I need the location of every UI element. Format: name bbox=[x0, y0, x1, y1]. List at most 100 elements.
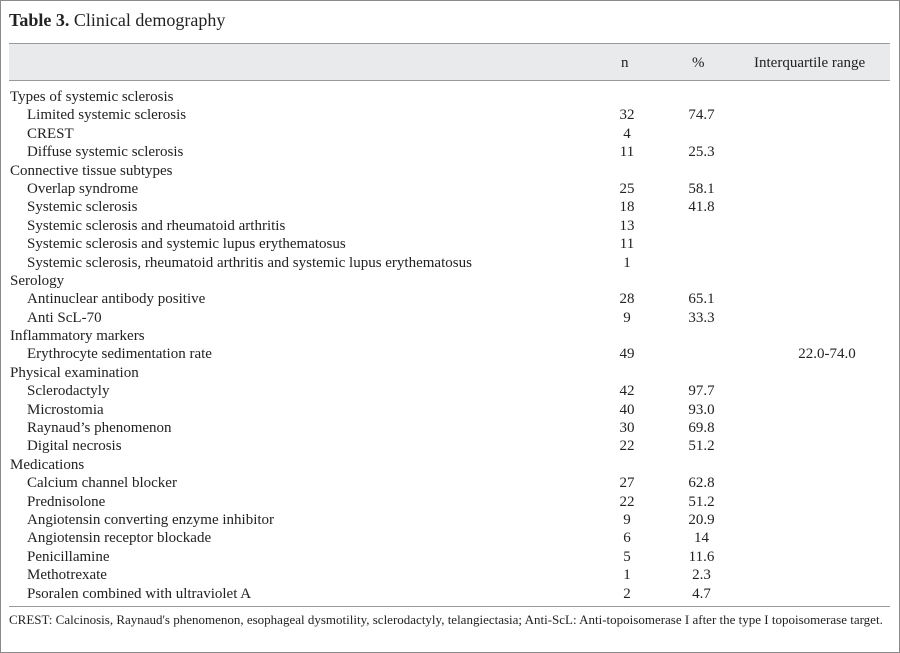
cell-percent: 62.8 bbox=[688, 475, 715, 492]
cell-n: 25 bbox=[619, 180, 635, 197]
cell-n: 11 bbox=[619, 144, 635, 161]
table-row: Sclerodactyly 42 97.7 bbox=[9, 382, 890, 400]
table-row: Prednisolone 22 51.2 bbox=[9, 493, 890, 511]
cell-n: 42 bbox=[619, 383, 635, 400]
table-body: Types of systemic sclerosis Limited syste… bbox=[9, 88, 890, 603]
row-label: Anti ScL-70 bbox=[27, 309, 102, 326]
row-label: Raynaud’s phenomenon bbox=[27, 420, 172, 437]
row-label: Angiotensin converting enzyme inhibitor bbox=[27, 511, 275, 528]
cell-n: 11 bbox=[619, 236, 635, 253]
cell-percent: 11.6 bbox=[688, 548, 715, 565]
cell-n: 4 bbox=[623, 125, 631, 142]
cell-n: 28 bbox=[619, 291, 635, 308]
table-row: Antinuclear antibody positive 28 65.1 bbox=[9, 290, 890, 308]
row-label: Systemic sclerosis bbox=[27, 199, 138, 216]
cell-percent: 74.7 bbox=[688, 107, 715, 124]
cell-percent: 51.2 bbox=[688, 493, 715, 510]
cell-n: 32 bbox=[619, 107, 635, 124]
cell-percent: 4.7 bbox=[692, 585, 711, 602]
cell-percent: 33.3 bbox=[688, 309, 715, 326]
cell-n: 49 bbox=[619, 346, 635, 363]
table-caption: Clinical demography bbox=[73, 10, 226, 30]
cell-n: 5 bbox=[623, 548, 631, 565]
row-label: Serology bbox=[10, 272, 65, 289]
table-row: Anti ScL-70 9 33.3 bbox=[9, 309, 890, 327]
row-label: Antinuclear antibody positive bbox=[27, 291, 206, 308]
cell-n: 1 bbox=[623, 567, 631, 584]
row-label: Limited systemic sclerosis bbox=[27, 107, 187, 124]
cell-percent: 51.2 bbox=[688, 438, 715, 455]
table-row: Microstomia 40 93.0 bbox=[9, 401, 890, 419]
table-footnote: CREST: Calcinosis, Raynaud's phenomenon,… bbox=[9, 612, 883, 627]
cell-n: 13 bbox=[619, 217, 635, 234]
row-label: Microstomia bbox=[27, 401, 104, 418]
cell-iqr: 22.0-74.0 bbox=[798, 346, 856, 363]
table-group-row: Types of systemic sclerosis bbox=[9, 88, 890, 106]
row-label: Methotrexate bbox=[27, 567, 107, 584]
table-row: Systemic sclerosis, rheumatoid arthritis… bbox=[9, 254, 890, 272]
table-row: Angiotensin receptor blockade 6 14 bbox=[9, 529, 890, 547]
cell-percent: 2.3 bbox=[692, 567, 711, 584]
table-row: Methotrexate 1 2.3 bbox=[9, 566, 890, 584]
table-row: CREST 4 bbox=[9, 125, 890, 143]
table-row: Angiotensin converting enzyme inhibitor 9… bbox=[9, 511, 890, 529]
table-row: Digital necrosis 22 51.2 bbox=[9, 437, 890, 455]
table-group-row: Serology bbox=[9, 272, 890, 290]
table-row: Systemic sclerosis 18 41.8 bbox=[9, 198, 890, 216]
cell-percent: 25.3 bbox=[688, 144, 715, 161]
table-row: Erythrocyte sedimentation rate 49 22.0-74.… bbox=[9, 345, 890, 363]
row-label: Systemic sclerosis and systemic lupus er… bbox=[27, 236, 346, 253]
row-label: Sclerodactyly bbox=[27, 383, 110, 400]
table-bottom-rule bbox=[9, 606, 890, 607]
cell-n: 22 bbox=[619, 493, 635, 510]
row-label: Angiotensin receptor blockade bbox=[27, 530, 212, 547]
cell-n: 6 bbox=[623, 530, 631, 547]
row-label: Overlap syndrome bbox=[27, 180, 139, 197]
row-label: Systemic sclerosis, rheumatoid arthritis… bbox=[27, 254, 472, 271]
cell-percent: 97.7 bbox=[688, 383, 715, 400]
row-label: Inflammatory markers bbox=[10, 328, 145, 345]
cell-percent: 93.0 bbox=[688, 401, 715, 418]
cell-n: 1 bbox=[623, 254, 631, 271]
row-label: CREST bbox=[27, 125, 74, 142]
table-row: Psoralen combined with ultraviolet A 2 4.7 bbox=[9, 585, 890, 603]
row-label: Connective tissue subtypes bbox=[10, 162, 173, 179]
column-header-iqr: Interquartile range bbox=[754, 55, 866, 71]
table-header: n % Interquartile range bbox=[9, 43, 890, 81]
table-row: Systemic sclerosis and systemic lupus er… bbox=[9, 235, 890, 253]
table-row: Diffuse systemic sclerosis 11 25.3 bbox=[9, 143, 890, 161]
row-label: Psoralen combined with ultraviolet A bbox=[27, 585, 252, 602]
cell-percent: 58.1 bbox=[688, 180, 715, 197]
table-group-row: Connective tissue subtypes bbox=[9, 162, 890, 180]
cell-percent: 14 bbox=[694, 530, 709, 547]
row-label: Digital necrosis bbox=[27, 438, 122, 455]
table-number: Table 3. bbox=[9, 10, 70, 30]
table-group-row: Inflammatory markers bbox=[9, 327, 890, 345]
row-label: Types of systemic sclerosis bbox=[10, 89, 174, 105]
cell-n: 22 bbox=[619, 438, 635, 455]
table-row: Systemic sclerosis and rheumatoid arthri… bbox=[9, 217, 890, 235]
cell-n: 18 bbox=[619, 199, 635, 216]
table-row: Raynaud’s phenomenon 30 69.8 bbox=[9, 419, 890, 437]
row-label: Physical examination bbox=[10, 364, 139, 381]
cell-n: 9 bbox=[623, 309, 631, 326]
table-group-row: Physical examination bbox=[9, 364, 890, 382]
cell-n: 9 bbox=[623, 511, 631, 528]
table-row: Calcium channel blocker 27 62.8 bbox=[9, 474, 890, 492]
table-row: Penicillamine 5 11.6 bbox=[9, 548, 890, 566]
cell-percent: 20.9 bbox=[688, 511, 715, 528]
table-row: Limited systemic sclerosis 32 74.7 bbox=[9, 106, 890, 124]
table-group-row: Medications bbox=[9, 456, 890, 474]
row-label: Diffuse systemic sclerosis bbox=[27, 144, 184, 161]
row-label: Prednisolone bbox=[27, 493, 106, 510]
cell-n: 30 bbox=[619, 420, 635, 437]
row-label: Calcium channel blocker bbox=[27, 475, 177, 492]
column-header-percent: % bbox=[692, 55, 705, 71]
cell-n: 27 bbox=[619, 475, 635, 492]
column-header-n: n bbox=[621, 55, 629, 71]
row-label: Medications bbox=[10, 456, 85, 473]
cell-percent: 41.8 bbox=[688, 199, 715, 216]
row-label: Erythrocyte sedimentation rate bbox=[27, 346, 212, 363]
row-label: Systemic sclerosis and rheumatoid arthri… bbox=[27, 217, 286, 234]
